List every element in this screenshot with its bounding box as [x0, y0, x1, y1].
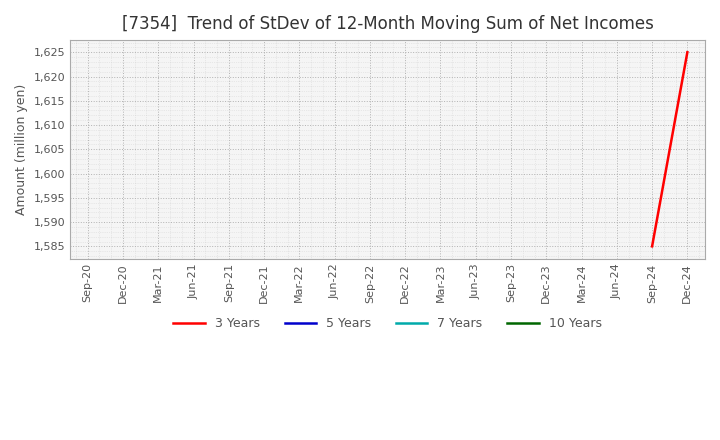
Title: [7354]  Trend of StDev of 12-Month Moving Sum of Net Incomes: [7354] Trend of StDev of 12-Month Moving…	[122, 15, 654, 33]
Legend: 3 Years, 5 Years, 7 Years, 10 Years: 3 Years, 5 Years, 7 Years, 10 Years	[168, 312, 607, 335]
Y-axis label: Amount (million yen): Amount (million yen)	[15, 84, 28, 215]
